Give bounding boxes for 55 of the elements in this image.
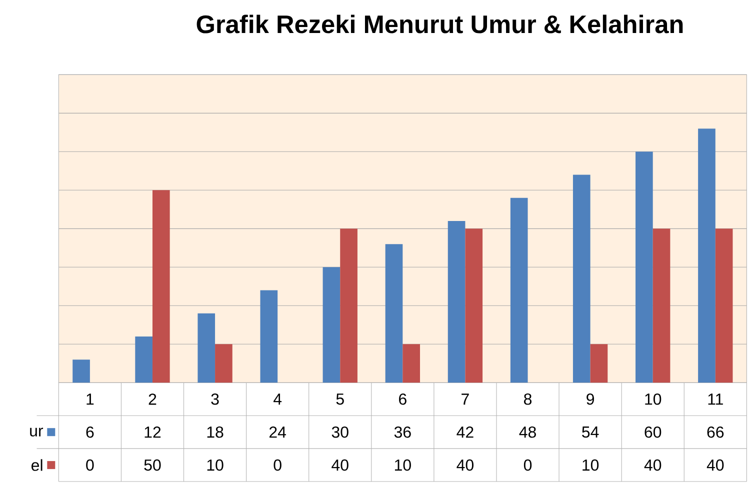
data-label: 30 bbox=[332, 426, 348, 438]
bar bbox=[715, 228, 733, 383]
data-label: 10 bbox=[207, 459, 224, 471]
data-label: 40 bbox=[706, 459, 724, 471]
bar bbox=[652, 228, 670, 383]
data-label: 10 bbox=[582, 459, 599, 471]
bar bbox=[72, 360, 90, 383]
bar bbox=[698, 128, 716, 383]
bar bbox=[215, 344, 232, 383]
bar bbox=[636, 152, 653, 383]
data-label: 66 bbox=[707, 426, 724, 438]
x-tick-label: 11 bbox=[708, 394, 723, 405]
bar bbox=[510, 198, 528, 383]
x-tick-label: 6 bbox=[399, 393, 406, 405]
bar bbox=[465, 228, 483, 383]
bar bbox=[198, 313, 216, 383]
x-tick-label: 7 bbox=[462, 394, 469, 405]
data-label: 0 bbox=[524, 459, 532, 471]
bar bbox=[402, 344, 420, 383]
x-tick-label: 8 bbox=[524, 393, 532, 405]
x-tick-label: 9 bbox=[586, 393, 594, 405]
bar bbox=[135, 336, 152, 383]
bar bbox=[152, 190, 170, 383]
data-label: 0 bbox=[86, 459, 94, 471]
data-label: 18 bbox=[207, 426, 224, 438]
data-label: 10 bbox=[394, 459, 411, 471]
data-label: 50 bbox=[144, 459, 161, 471]
data-label: 6 bbox=[86, 426, 94, 438]
bar bbox=[385, 244, 403, 383]
bar bbox=[260, 290, 278, 383]
data-label: 12 bbox=[144, 426, 161, 438]
data-label: 60 bbox=[644, 426, 662, 438]
legend-label: ur bbox=[30, 428, 44, 436]
data-label: 24 bbox=[269, 426, 286, 438]
data-label: 36 bbox=[394, 426, 411, 438]
legend-label: el bbox=[32, 459, 42, 471]
data-label: 40 bbox=[332, 459, 348, 471]
data-label: 48 bbox=[519, 426, 536, 438]
x-tick-label: 1 bbox=[86, 394, 94, 405]
bar bbox=[322, 267, 340, 383]
chart-title: Grafik Rezeki Menurut Umur & Kelahiran bbox=[196, 14, 683, 34]
data-label: 0 bbox=[274, 459, 282, 471]
x-tick-label: 4 bbox=[274, 394, 282, 405]
x-tick-label: 10 bbox=[645, 393, 662, 405]
x-tick-label: 2 bbox=[148, 394, 156, 405]
data-label: 42 bbox=[456, 426, 474, 438]
data-label: 40 bbox=[644, 459, 662, 471]
x-tick-label: 3 bbox=[211, 393, 219, 405]
bar bbox=[572, 174, 590, 383]
bar bbox=[340, 228, 358, 383]
x-tick-label: 5 bbox=[336, 394, 344, 405]
data-label: 54 bbox=[582, 426, 599, 438]
bar bbox=[590, 344, 608, 383]
data-label: 40 bbox=[456, 459, 474, 471]
bar bbox=[448, 220, 466, 383]
